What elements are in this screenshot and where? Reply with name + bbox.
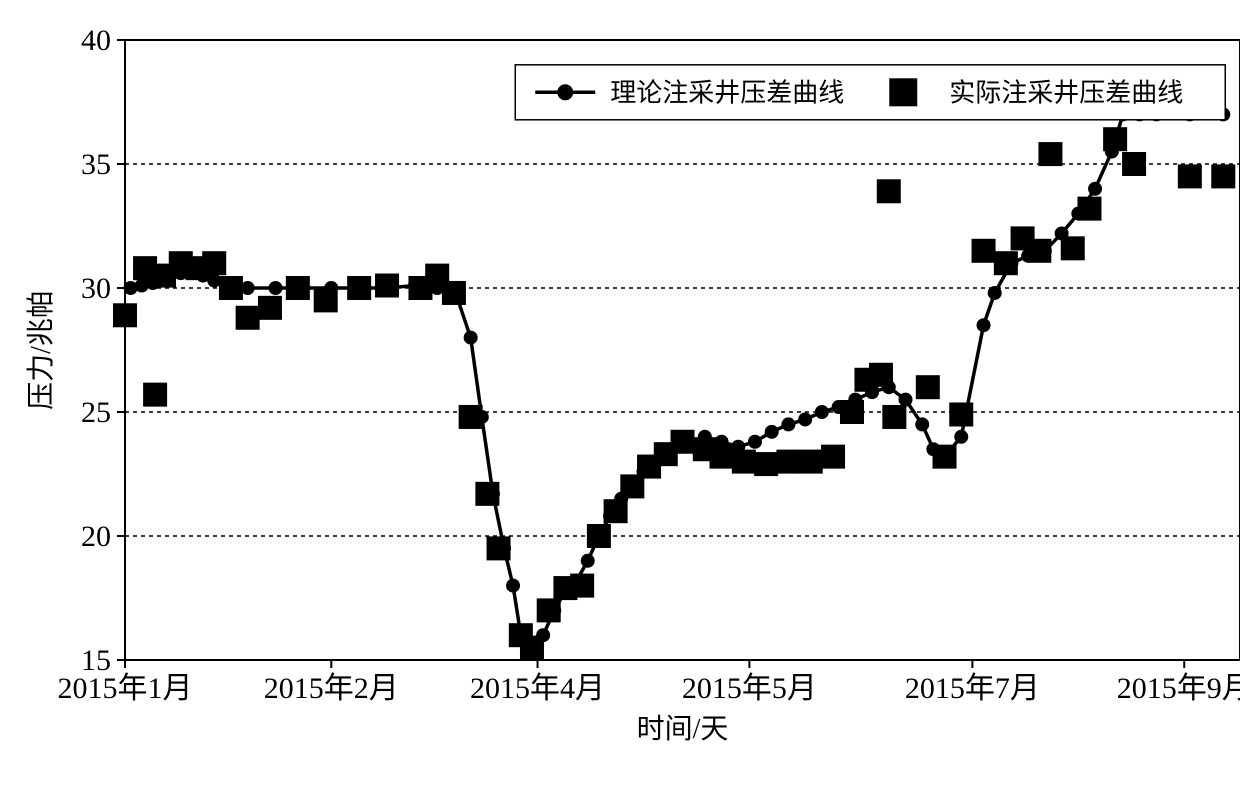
marker-theoretical — [815, 405, 829, 419]
y-tick-label: 20 — [81, 520, 111, 553]
marker-actual — [487, 536, 511, 560]
marker-theoretical — [988, 286, 1002, 300]
marker-actual — [1178, 164, 1202, 188]
marker-actual — [1211, 164, 1235, 188]
marker-theoretical — [506, 579, 520, 593]
marker-actual — [869, 363, 893, 387]
marker-actual — [604, 499, 628, 523]
x-tick-label: 2015年7月 — [905, 672, 1040, 705]
marker-theoretical — [748, 435, 762, 449]
marker-actual — [475, 482, 499, 506]
pressure-chart: 1520253035402015年1月2015年2月2015年4月2015年5月… — [20, 20, 1240, 769]
marker-actual — [143, 383, 167, 407]
marker-actual — [113, 303, 137, 327]
y-tick-label: 35 — [81, 148, 111, 181]
legend-circle-icon — [557, 84, 573, 100]
marker-actual — [882, 405, 906, 429]
marker-actual — [949, 402, 973, 426]
marker-actual — [520, 636, 544, 660]
y-axis-label: 压力/兆帕 — [25, 290, 57, 410]
marker-actual — [799, 450, 823, 474]
marker-actual — [375, 274, 399, 298]
marker-actual — [286, 276, 310, 300]
marker-theoretical — [781, 417, 795, 431]
marker-actual — [236, 306, 260, 330]
plot-border — [125, 40, 1240, 660]
marker-actual — [916, 375, 940, 399]
x-tick-label: 2015年5月 — [682, 672, 817, 705]
marker-actual — [776, 450, 800, 474]
marker-theoretical — [954, 430, 968, 444]
marker-actual — [537, 598, 561, 622]
legend-label: 实际注采井压差曲线 — [949, 78, 1183, 107]
chart-container: 1520253035402015年1月2015年2月2015年4月2015年5月… — [20, 20, 1240, 769]
marker-theoretical — [798, 412, 812, 426]
marker-actual — [1103, 127, 1127, 151]
x-axis-label: 时间/天 — [637, 713, 729, 745]
x-tick-label: 2015年4月 — [470, 672, 605, 705]
marker-actual — [933, 445, 957, 469]
x-tick-label: 2015年9月 — [1117, 672, 1240, 705]
marker-actual — [732, 450, 756, 474]
marker-actual — [710, 445, 734, 469]
marker-actual — [840, 400, 864, 424]
marker-actual — [1061, 236, 1085, 260]
marker-actual — [570, 574, 594, 598]
marker-theoretical — [765, 425, 779, 439]
marker-actual — [442, 281, 466, 305]
marker-actual — [1027, 239, 1051, 263]
marker-actual — [1077, 197, 1101, 221]
legend-label: 理论注采井压差曲线 — [610, 78, 844, 107]
marker-actual — [994, 251, 1018, 275]
series-line-theoretical — [131, 114, 1224, 647]
marker-theoretical — [977, 318, 991, 332]
marker-actual — [972, 239, 996, 263]
x-tick-label: 2015年2月 — [264, 672, 399, 705]
marker-theoretical — [1088, 182, 1102, 196]
y-tick-label: 40 — [81, 24, 111, 57]
y-tick-label: 25 — [81, 396, 111, 429]
marker-actual — [1038, 142, 1062, 166]
marker-actual — [219, 276, 243, 300]
marker-actual — [202, 251, 226, 275]
y-tick-label: 30 — [81, 272, 111, 305]
x-tick-label: 2015年1月 — [58, 672, 193, 705]
marker-actual — [821, 445, 845, 469]
marker-theoretical — [269, 281, 283, 295]
marker-actual — [347, 276, 371, 300]
marker-theoretical — [899, 393, 913, 407]
marker-actual — [459, 405, 483, 429]
marker-theoretical — [581, 554, 595, 568]
marker-actual — [1122, 152, 1146, 176]
legend-square-icon — [889, 78, 917, 106]
marker-theoretical — [464, 331, 478, 345]
marker-actual — [258, 296, 282, 320]
marker-theoretical — [915, 417, 929, 431]
marker-actual — [754, 452, 778, 476]
marker-actual — [314, 288, 338, 312]
marker-actual — [587, 524, 611, 548]
marker-actual — [877, 179, 901, 203]
marker-actual — [671, 430, 695, 454]
